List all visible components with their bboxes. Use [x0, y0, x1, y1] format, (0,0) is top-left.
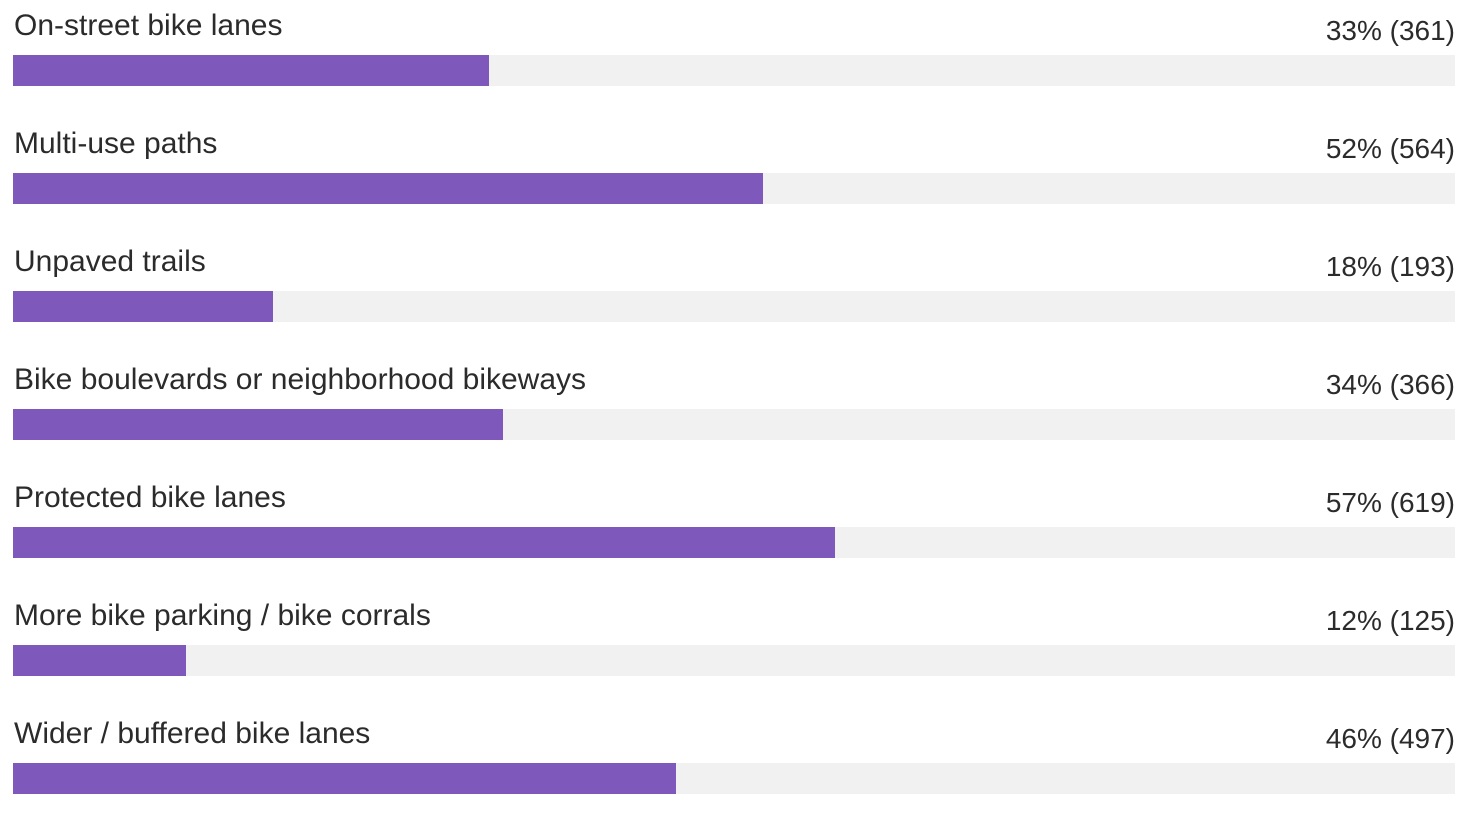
bar-value-label: 34% (366): [1325, 369, 1455, 400]
bar-track: [13, 55, 1455, 86]
bar-fill: [13, 409, 503, 440]
bar-fill: [13, 763, 676, 794]
bar-value-label: 12% (125): [1325, 605, 1455, 636]
bar-track: [13, 645, 1455, 676]
bar-label: More bike parking / bike corrals: [14, 599, 431, 632]
bar-value-label: 33% (361): [1325, 15, 1455, 46]
bar-chart: On-street bike lanes 33% (361) Multi-use…: [13, 0, 1455, 794]
bar-value-label: 46% (497): [1325, 723, 1455, 754]
bar-fill: [13, 173, 763, 204]
bar-value-label: 18% (193): [1325, 251, 1455, 282]
bar-label: Unpaved trails: [14, 245, 206, 278]
bar-fill: [13, 527, 835, 558]
bar-value-label: 57% (619): [1325, 487, 1455, 518]
bar-row: Multi-use paths 52% (564): [13, 118, 1455, 236]
bar-track: [13, 291, 1455, 322]
bar-value-label: 52% (564): [1325, 133, 1455, 164]
bar-label: On-street bike lanes: [14, 9, 283, 42]
bar-label: Multi-use paths: [14, 127, 218, 160]
bar-row: More bike parking / bike corrals 12% (12…: [13, 590, 1455, 708]
bar-row: On-street bike lanes 33% (361): [13, 0, 1455, 118]
bar-row: Wider / buffered bike lanes 46% (497): [13, 708, 1455, 826]
bar-row: Bike boulevards or neighborhood bikeways…: [13, 354, 1455, 472]
bar-fill: [13, 291, 273, 322]
bar-label: Bike boulevards or neighborhood bikeways: [14, 363, 587, 396]
bar-track: [13, 173, 1455, 204]
bar-row: Unpaved trails 18% (193): [13, 236, 1455, 354]
bar-label: Protected bike lanes: [14, 481, 286, 514]
bar-fill: [13, 645, 186, 676]
bar-fill: [13, 55, 489, 86]
bar-track: [13, 527, 1455, 558]
bar-row: Protected bike lanes 57% (619): [13, 472, 1455, 590]
bar-label: Wider / buffered bike lanes: [14, 717, 371, 750]
bar-track: [13, 409, 1455, 440]
bar-track: [13, 763, 1455, 794]
